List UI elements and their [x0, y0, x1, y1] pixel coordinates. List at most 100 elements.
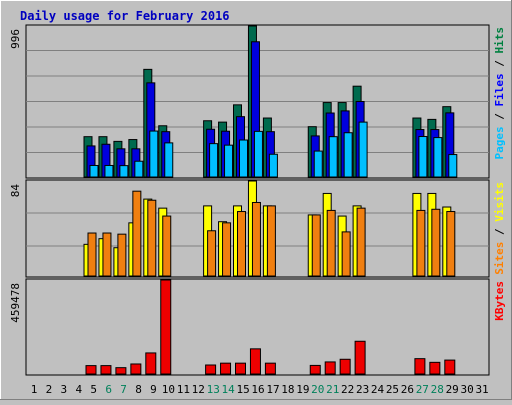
x-tick-label-day-27: 27	[416, 383, 429, 396]
legend-part-kb-0: KBytes	[493, 281, 506, 321]
chart-panels: 996 Pages / Files / Hits 84 Sites / Visits 4…	[9, 24, 506, 376]
bar-kb-kbytes-day-27	[414, 358, 426, 375]
x-tick-label-day-7: 7	[120, 383, 127, 396]
bar-sv-sites-day-21	[326, 209, 336, 277]
panel-kb-bars	[85, 279, 456, 375]
bar-pfh-pages-day-15	[239, 139, 248, 178]
bar-kb-kbytes-day-7	[115, 367, 127, 375]
x-tick-label-day-19: 19	[296, 383, 309, 396]
x-tick-label-day-13: 13	[207, 383, 220, 396]
bar-kb-kbytes-day-17	[264, 362, 276, 375]
panel-pfh-max-label: 996	[9, 29, 22, 49]
x-tick-label-day-23: 23	[356, 383, 369, 396]
chart-title: Daily usage for February 2016	[20, 9, 230, 23]
x-tick-label-day-20: 20	[311, 383, 324, 396]
bar-pfh-pages-day-6	[104, 164, 114, 178]
x-tick-label-day-5: 5	[90, 383, 97, 396]
bar-sv-sites-day-22	[341, 231, 351, 277]
bar-kb-kbytes-day-15	[235, 362, 246, 375]
panel-sv-legend-label: Sites / Visits	[493, 182, 506, 275]
panel-kb-legend-label: KBytes	[493, 281, 506, 321]
x-tick-label-day-17: 17	[266, 383, 279, 396]
x-tick-label-day-26: 26	[401, 383, 414, 396]
bar-sv-sites-day-29	[446, 211, 456, 277]
bar-kb-kbytes-day-10	[160, 279, 172, 375]
x-tick-label-day-8: 8	[135, 383, 142, 396]
bar-pfh-pages-day-16	[253, 130, 263, 178]
x-tick-label-day-10: 10	[162, 383, 175, 396]
x-tick-label-day-18: 18	[281, 383, 294, 396]
bar-pfh-pages-day-5	[89, 164, 99, 178]
x-tick-label-day-16: 16	[251, 383, 264, 396]
x-tick-label-day-24: 24	[371, 383, 385, 396]
bar-sv-sites-day-10	[162, 215, 172, 277]
bar-sv-sites-day-28	[431, 208, 441, 277]
bar-kb-kbytes-day-29	[444, 359, 456, 375]
legend-part-pfh-3: /	[493, 54, 506, 74]
panel-pfh-bars	[83, 25, 458, 178]
bar-pfh-pages-day-28	[433, 137, 443, 178]
bar-kb-kbytes-day-28	[429, 361, 441, 375]
bar-kb-kbytes-day-21	[324, 361, 336, 375]
bar-sv-sites-day-8	[132, 190, 142, 277]
bar-kb-kbytes-day-16	[249, 348, 261, 375]
bar-sv-sites-day-27	[416, 209, 426, 277]
bar-sv-sites-day-16	[251, 201, 261, 277]
bar-kb-kbytes-day-22	[339, 358, 351, 375]
bar-kb-kbytes-day-20	[309, 364, 321, 375]
bar-pfh-pages-day-7	[119, 165, 129, 178]
x-tick-label-day-31: 31	[475, 383, 488, 396]
bar-kb-kbytes-day-8	[130, 363, 142, 375]
x-tick-label-day-1: 1	[31, 383, 38, 396]
x-tick-label-day-2: 2	[46, 383, 53, 396]
x-tick-label-day-21: 21	[326, 383, 339, 396]
legend-part-sv-0: Sites	[493, 242, 506, 275]
bar-pfh-pages-day-8	[134, 160, 144, 178]
bar-sv-sites-day-7	[117, 233, 127, 277]
panel-pfh: 996 Pages / Files / Hits	[9, 24, 506, 179]
x-tick-label-day-6: 6	[105, 383, 112, 396]
x-tick-label-day-14: 14	[222, 383, 236, 396]
bar-pfh-pages-day-21	[328, 136, 338, 178]
bar-kb-kbytes-day-14	[220, 362, 232, 375]
bar-pfh-pages-day-17	[268, 153, 278, 178]
x-tick-label-day-11: 11	[177, 383, 190, 396]
bar-sv-sites-day-23	[356, 207, 366, 277]
bar-pfh-pages-day-13	[209, 143, 219, 178]
x-tick-label-day-4: 4	[75, 383, 82, 396]
panel-kb-max-label: 459478	[9, 283, 22, 323]
bar-sv-sites-day-14	[222, 222, 232, 277]
legend-part-pfh-1: /	[493, 107, 506, 127]
bar-pfh-pages-day-9	[149, 130, 159, 178]
bar-pfh-pages-day-27	[418, 136, 428, 178]
x-tick-label-day-30: 30	[461, 383, 474, 396]
bar-kb-kbytes-day-9	[145, 352, 157, 375]
bar-pfh-pages-day-20	[313, 150, 323, 178]
bar-kb-kbytes-day-23	[354, 340, 366, 375]
bar-pfh-pages-day-22	[343, 132, 353, 178]
x-tick-label-day-28: 28	[431, 383, 444, 396]
legend-part-pfh-2: Files	[493, 73, 506, 106]
legend-part-pfh-4: Hits	[493, 27, 506, 54]
bar-kb-kbytes-day-6	[100, 365, 112, 375]
legend-part-pfh-0: Pages	[493, 126, 506, 159]
x-tick-label-day-15: 15	[236, 383, 249, 396]
panel-pfh-legend-label: Pages / Files / Hits	[493, 27, 506, 160]
x-tick-label-day-3: 3	[61, 383, 68, 396]
panel-sv-max-label: 84	[9, 184, 22, 198]
x-tick-label-day-25: 25	[386, 383, 399, 396]
bar-sv-sites-day-5	[87, 232, 97, 277]
bar-pfh-pages-day-23	[358, 121, 368, 178]
x-tick-label-day-12: 12	[192, 383, 205, 396]
bar-sv-sites-day-6	[102, 232, 112, 277]
bar-sv-sites-day-20	[311, 214, 321, 277]
legend-part-sv-1: /	[493, 222, 506, 242]
bar-kb-kbytes-day-13	[205, 364, 217, 375]
panel-sv-bars	[83, 180, 456, 277]
bar-sv-sites-day-17	[266, 205, 276, 277]
bar-sv-sites-day-13	[207, 230, 217, 277]
bar-pfh-pages-day-10	[164, 142, 174, 178]
bar-pfh-pages-day-29	[448, 154, 458, 178]
